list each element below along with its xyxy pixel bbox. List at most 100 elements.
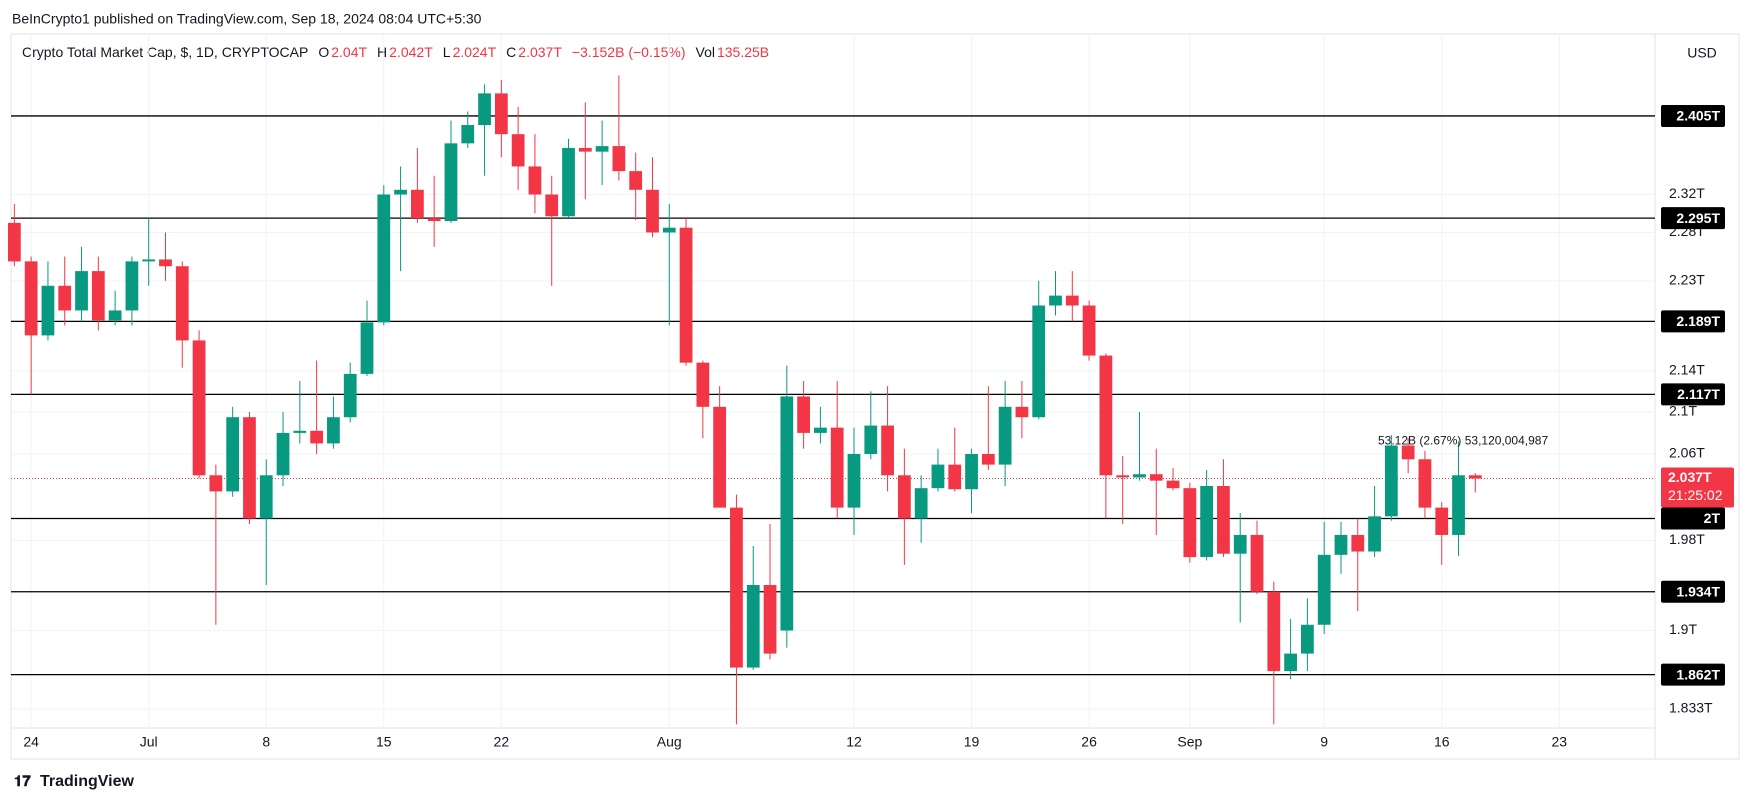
- x-tick-label: Jul: [140, 734, 158, 750]
- candle-body: [931, 464, 945, 489]
- candle-body: [494, 93, 508, 135]
- candle-body: [58, 285, 72, 311]
- legend-value: 2.037T: [518, 44, 562, 60]
- candle-body: [897, 475, 911, 519]
- x-tick-label: 9: [1320, 734, 1328, 750]
- candle-body: [797, 396, 810, 433]
- candle-body: [780, 396, 794, 631]
- x-tick-label: 16: [1434, 734, 1450, 750]
- annotation: 53.12B (2.67%) 53,120,004,987: [1378, 433, 1548, 447]
- x-tick-label: 23: [1551, 734, 1567, 750]
- x-tick-label: 19: [964, 734, 980, 750]
- candle-body: [159, 259, 172, 267]
- candle-body: [310, 430, 324, 444]
- legend-key: C: [506, 44, 516, 60]
- x-tick-label: 26: [1081, 734, 1097, 750]
- candle-body: [1435, 507, 1449, 535]
- y-tick-label: 2.1T: [1669, 403, 1697, 419]
- level-box: [1661, 507, 1725, 530]
- candle-body: [75, 271, 88, 311]
- candle-body: [1149, 474, 1163, 481]
- level-label: 2.405T: [1676, 108, 1720, 124]
- candle-body: [1099, 355, 1113, 476]
- last-price-label: 2.037T: [1668, 469, 1712, 485]
- candle-body: [696, 362, 710, 407]
- logo-mark: 𝟏𝟕: [14, 773, 31, 790]
- y-tick-label: 1.9T: [1669, 621, 1697, 637]
- candle-body: [763, 585, 777, 654]
- candle-body: [1250, 534, 1264, 592]
- candle-body: [1065, 295, 1079, 306]
- legend-key: H: [377, 44, 387, 60]
- candle-body: [41, 285, 55, 336]
- last-price-box: [1661, 467, 1734, 508]
- level-label: 2.295T: [1676, 210, 1720, 226]
- legend-vol-key: Vol: [696, 44, 715, 60]
- x-tick-label: Aug: [657, 734, 682, 750]
- x-tick-label: Sep: [1177, 734, 1202, 750]
- candle-body: [276, 432, 290, 476]
- candle-body: [1166, 480, 1180, 489]
- y-tick-label: 1.98T: [1669, 531, 1705, 547]
- frame: [10, 33, 1740, 760]
- candle-body: [1200, 486, 1214, 558]
- x-tick-label: 12: [846, 734, 862, 750]
- level-label: 1.862T: [1676, 666, 1720, 682]
- x-tick-label: 8: [262, 734, 270, 750]
- candle-body: [1384, 445, 1398, 517]
- candle-body: [1401, 445, 1415, 460]
- candle-body: [629, 171, 643, 190]
- candle-body: [713, 406, 727, 508]
- currency: USD: [1687, 45, 1717, 61]
- candle-body: [226, 417, 240, 492]
- candle-body: [394, 189, 407, 195]
- candle-body: [142, 259, 156, 262]
- candle-body: [360, 322, 374, 374]
- candle-body: [427, 218, 441, 222]
- candle-body: [175, 266, 189, 341]
- legend-value: 2.04T: [331, 44, 367, 60]
- level-box: [1661, 580, 1725, 603]
- candle-body: [646, 189, 659, 233]
- level-label: 2.117T: [1677, 386, 1720, 402]
- y-tick-label: 2.06T: [1669, 445, 1705, 461]
- candle-body: [830, 427, 844, 508]
- candle-body: [528, 166, 542, 195]
- candle-body: [125, 261, 139, 311]
- candle-body: [1082, 305, 1096, 356]
- level-label: 2T: [1704, 510, 1721, 526]
- legend-value: 2.024T: [453, 44, 497, 60]
- candle-body: [965, 453, 978, 490]
- legend-change: −3.152B (−0.15%): [572, 44, 686, 60]
- candle-body: [243, 417, 256, 519]
- legend-key: L: [443, 44, 451, 60]
- candle-body: [1351, 534, 1365, 552]
- candle-body: [562, 147, 575, 217]
- candle-body: [192, 340, 206, 476]
- countdown: 21:25:02: [1668, 487, 1723, 503]
- candle-body: [914, 488, 928, 519]
- candle-body: [847, 453, 861, 508]
- candle-body: [679, 227, 693, 363]
- level-label: 1.934T: [1676, 583, 1720, 599]
- level-box: [1661, 310, 1725, 333]
- candle-body: [1368, 516, 1381, 552]
- candle-body: [377, 194, 391, 323]
- candle-body: [1233, 534, 1247, 554]
- candle-body: [259, 475, 273, 519]
- publisher: BeInCrypto1 published on TradingView.com…: [12, 11, 482, 27]
- level-box: [1661, 104, 1725, 127]
- logo: 𝟏𝟕: [14, 773, 31, 790]
- candle-body: [1133, 474, 1146, 478]
- candle-body: [24, 261, 38, 336]
- candle-body: [511, 134, 525, 167]
- candle-body: [1452, 475, 1465, 535]
- candle-body: [1032, 305, 1046, 418]
- level-box: [1661, 663, 1725, 686]
- candle-body: [578, 147, 592, 152]
- level-box: [1661, 207, 1725, 230]
- candle-body: [7, 222, 21, 262]
- legend-name: Crypto Total Market Cap, $, 1D, CRYPTOCA…: [22, 44, 308, 60]
- candle-body: [1049, 295, 1062, 306]
